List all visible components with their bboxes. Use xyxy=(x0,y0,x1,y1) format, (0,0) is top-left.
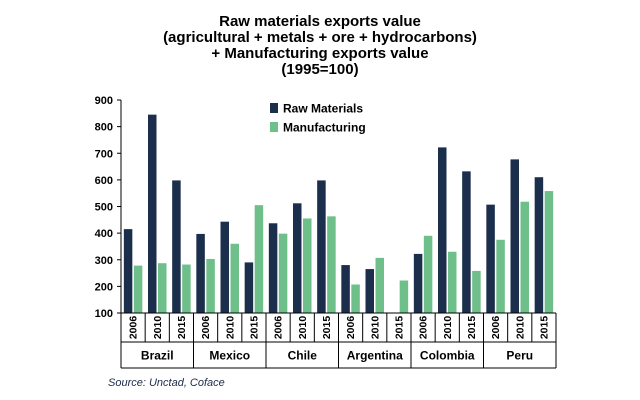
year-tick-label: 2015 xyxy=(393,316,405,340)
year-tick-label: 2015 xyxy=(466,316,478,340)
y-tick-label: 400 xyxy=(95,228,113,240)
year-tick-label: 2006 xyxy=(200,316,212,340)
year-tick-label: 2010 xyxy=(514,316,526,340)
year-tick-label: 2006 xyxy=(345,316,357,340)
legend-label: Manufacturing xyxy=(283,121,366,135)
year-tick-label: 2010 xyxy=(369,316,381,340)
year-tick-label: 2015 xyxy=(321,316,333,340)
manufacturing-bar xyxy=(375,257,384,313)
manufacturing-bar xyxy=(496,239,505,313)
raw-materials-bar xyxy=(534,177,544,313)
year-tick-label: 2015 xyxy=(176,316,188,340)
manufacturing-bar xyxy=(158,263,167,313)
manufacturing-bar xyxy=(278,233,288,313)
country-label: Brazil xyxy=(141,349,174,363)
raw-materials-bar xyxy=(317,180,326,313)
manufacturing-bar xyxy=(544,191,554,313)
year-tick-label: 2006 xyxy=(418,316,430,340)
y-tick-label: 300 xyxy=(95,255,113,267)
year-tick-label: 2006 xyxy=(490,316,502,340)
raw-materials-bar xyxy=(365,269,374,313)
manufacturing-bar xyxy=(399,280,409,313)
year-tick-label: 2010 xyxy=(297,316,309,340)
title-line: Raw materials exports value xyxy=(219,13,421,30)
title-line: + Manufacturing exports value xyxy=(211,45,429,62)
manufacturing-bar xyxy=(351,284,360,313)
title-line: (agricultural + metals + ore + hydrocarb… xyxy=(163,29,477,46)
year-tick-label: 2015 xyxy=(538,316,550,340)
country-label: Peru xyxy=(506,349,533,363)
manufacturing-bar xyxy=(254,205,264,313)
manufacturing-bar xyxy=(423,235,433,313)
source-note: Source: Unctad, Coface xyxy=(108,377,225,389)
raw-materials-bar xyxy=(123,229,133,313)
year-tick-label: 2010 xyxy=(152,316,164,340)
raw-materials-bar xyxy=(510,159,519,313)
manufacturing-bar xyxy=(472,270,481,313)
raw-materials-bar xyxy=(438,147,447,313)
raw-materials-bar xyxy=(220,221,229,313)
year-tick-label: 2010 xyxy=(442,316,454,340)
y-tick-label: 500 xyxy=(95,202,113,214)
year-tick-label: 2015 xyxy=(248,316,260,340)
year-tick-label: 2006 xyxy=(128,316,140,340)
raw-materials-bar xyxy=(196,233,205,313)
raw-materials-bar xyxy=(148,114,157,313)
raw-materials-bar xyxy=(486,204,495,313)
manufacturing-bar xyxy=(230,243,239,313)
raw-materials-bar xyxy=(462,171,471,313)
raw-materials-bar xyxy=(268,223,278,313)
manufacturing-bar xyxy=(206,258,215,313)
country-label: Argentina xyxy=(347,349,403,363)
legend-swatch-manufacturing xyxy=(270,122,278,132)
title-line: (1995=100) xyxy=(281,61,359,78)
manufacturing-bar xyxy=(327,216,336,313)
manufacturing-bar xyxy=(133,265,143,313)
year-tick-label: 2006 xyxy=(273,316,285,340)
legend-label: Raw Materials xyxy=(283,102,363,116)
y-tick-label: 100 xyxy=(95,308,113,320)
y-tick-label: 900 xyxy=(95,95,113,107)
year-tick-label: 2010 xyxy=(224,316,236,340)
manufacturing-bar xyxy=(182,264,191,313)
y-tick-label: 600 xyxy=(95,175,113,187)
raw-materials-bar xyxy=(244,262,254,313)
raw-materials-bar xyxy=(172,180,181,313)
y-tick-label: 700 xyxy=(95,148,113,160)
country-label: Mexico xyxy=(209,349,250,363)
manufacturing-bar xyxy=(448,251,457,313)
legend-swatch-raw-materials xyxy=(270,103,278,113)
raw-materials-bar xyxy=(341,265,350,313)
raw-materials-bar xyxy=(293,203,302,313)
chart-title: Raw materials exports value (agricultura… xyxy=(0,14,640,78)
y-tick-label: 800 xyxy=(95,122,113,134)
country-label: Chile xyxy=(288,349,318,363)
country-label: Colombia xyxy=(420,349,475,363)
manufacturing-bar xyxy=(520,201,529,313)
raw-materials-bar xyxy=(413,253,423,313)
y-tick-label: 200 xyxy=(95,281,113,293)
manufacturing-bar xyxy=(303,218,312,313)
